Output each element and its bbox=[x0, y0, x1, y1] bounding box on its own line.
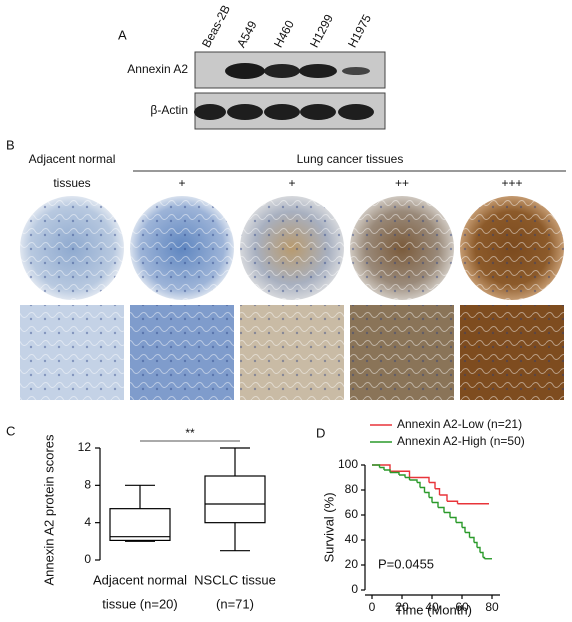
lane-label: A549 bbox=[234, 18, 260, 50]
y-tick-label: 40 bbox=[345, 532, 359, 546]
x-tick-label: NSCLC tissue bbox=[194, 572, 276, 587]
y-tick-label: 60 bbox=[345, 507, 359, 521]
panel-label: A bbox=[118, 27, 127, 42]
survival-step bbox=[390, 470, 411, 478]
x-tick-label: 20 bbox=[395, 600, 409, 614]
western-blot bbox=[194, 51, 386, 130]
lane-label: Beas-2B bbox=[199, 3, 233, 50]
x-axis-label: Time (Month) bbox=[395, 602, 472, 617]
survival-step bbox=[439, 494, 448, 502]
survival-step bbox=[409, 479, 418, 483]
y-tick-label: 12 bbox=[78, 440, 92, 454]
survival-step bbox=[447, 500, 459, 504]
x-tick-label: 60 bbox=[455, 600, 469, 614]
x-tick-label: (n=71) bbox=[216, 596, 254, 611]
group-label: Adjacent normal bbox=[29, 152, 116, 166]
survival-step bbox=[462, 526, 466, 533]
x-tick-label: 40 bbox=[425, 600, 439, 614]
row-label: Annexin A2 bbox=[127, 62, 188, 76]
survival-step bbox=[424, 491, 430, 498]
x-tick-label: 0 bbox=[369, 600, 376, 614]
panel-label: B bbox=[6, 137, 15, 152]
y-tick-label: 80 bbox=[345, 482, 359, 496]
survival-step bbox=[429, 496, 433, 503]
survival-step bbox=[438, 506, 445, 513]
survival-step bbox=[474, 541, 478, 548]
survival-step bbox=[456, 521, 463, 528]
survival-step bbox=[384, 469, 391, 473]
x-tick-label: 80 bbox=[485, 600, 499, 614]
annotation: P=0.0455 bbox=[378, 556, 434, 571]
lane-label: H1299 bbox=[307, 12, 336, 50]
annotation: ** bbox=[185, 426, 195, 440]
legend-label: Annexin A2-Low (n=21) bbox=[397, 417, 522, 431]
lane-label: H460 bbox=[271, 18, 297, 50]
survival-step bbox=[372, 464, 381, 468]
tissue-images bbox=[20, 196, 564, 400]
survival-step bbox=[399, 474, 406, 478]
survival-step bbox=[420, 486, 426, 493]
x-tick-label: tissue (n=20) bbox=[102, 596, 178, 611]
group-label: Lung cancer tissues bbox=[297, 152, 404, 166]
lane-label: H1975 bbox=[345, 12, 374, 50]
y-tick-label: 20 bbox=[345, 557, 359, 571]
panel-label: D bbox=[316, 425, 325, 440]
y-tick-label: 0 bbox=[84, 552, 91, 566]
legend-label: Annexin A2-High (n=50) bbox=[397, 434, 525, 448]
survival-step bbox=[435, 488, 441, 495]
y-axis-label: Survival (%) bbox=[321, 492, 336, 562]
survival-step bbox=[480, 551, 484, 558]
survival-step bbox=[469, 536, 475, 543]
grade-label: + bbox=[288, 176, 295, 190]
grade-label: + bbox=[178, 176, 185, 190]
y-tick-label: 8 bbox=[84, 478, 91, 492]
survival-step bbox=[483, 556, 486, 559]
y-tick-label: 100 bbox=[338, 457, 358, 471]
y-axis-label: Annexin A2 protein scores bbox=[41, 434, 56, 586]
survival-step bbox=[417, 481, 421, 488]
survival-step bbox=[450, 516, 457, 523]
survival-step bbox=[390, 471, 400, 475]
grade-label: +++ bbox=[501, 176, 522, 190]
group-label: tissues bbox=[53, 176, 90, 190]
box bbox=[204, 475, 266, 524]
survival-step bbox=[477, 546, 481, 553]
box bbox=[109, 508, 171, 541]
row-label: β-Actin bbox=[150, 103, 188, 117]
survival-step bbox=[465, 531, 471, 538]
survival-step bbox=[405, 476, 411, 480]
x-tick-label: Adjacent normal bbox=[93, 572, 187, 587]
survival-step bbox=[444, 511, 451, 518]
panel-label: C bbox=[6, 423, 15, 438]
survival-step bbox=[379, 466, 385, 470]
y-tick-label: 0 bbox=[351, 582, 358, 596]
survival-step bbox=[432, 501, 439, 508]
survival-step bbox=[429, 481, 436, 489]
survival-step bbox=[409, 476, 430, 483]
y-tick-label: 4 bbox=[84, 515, 91, 529]
grade-label: ++ bbox=[395, 176, 409, 190]
